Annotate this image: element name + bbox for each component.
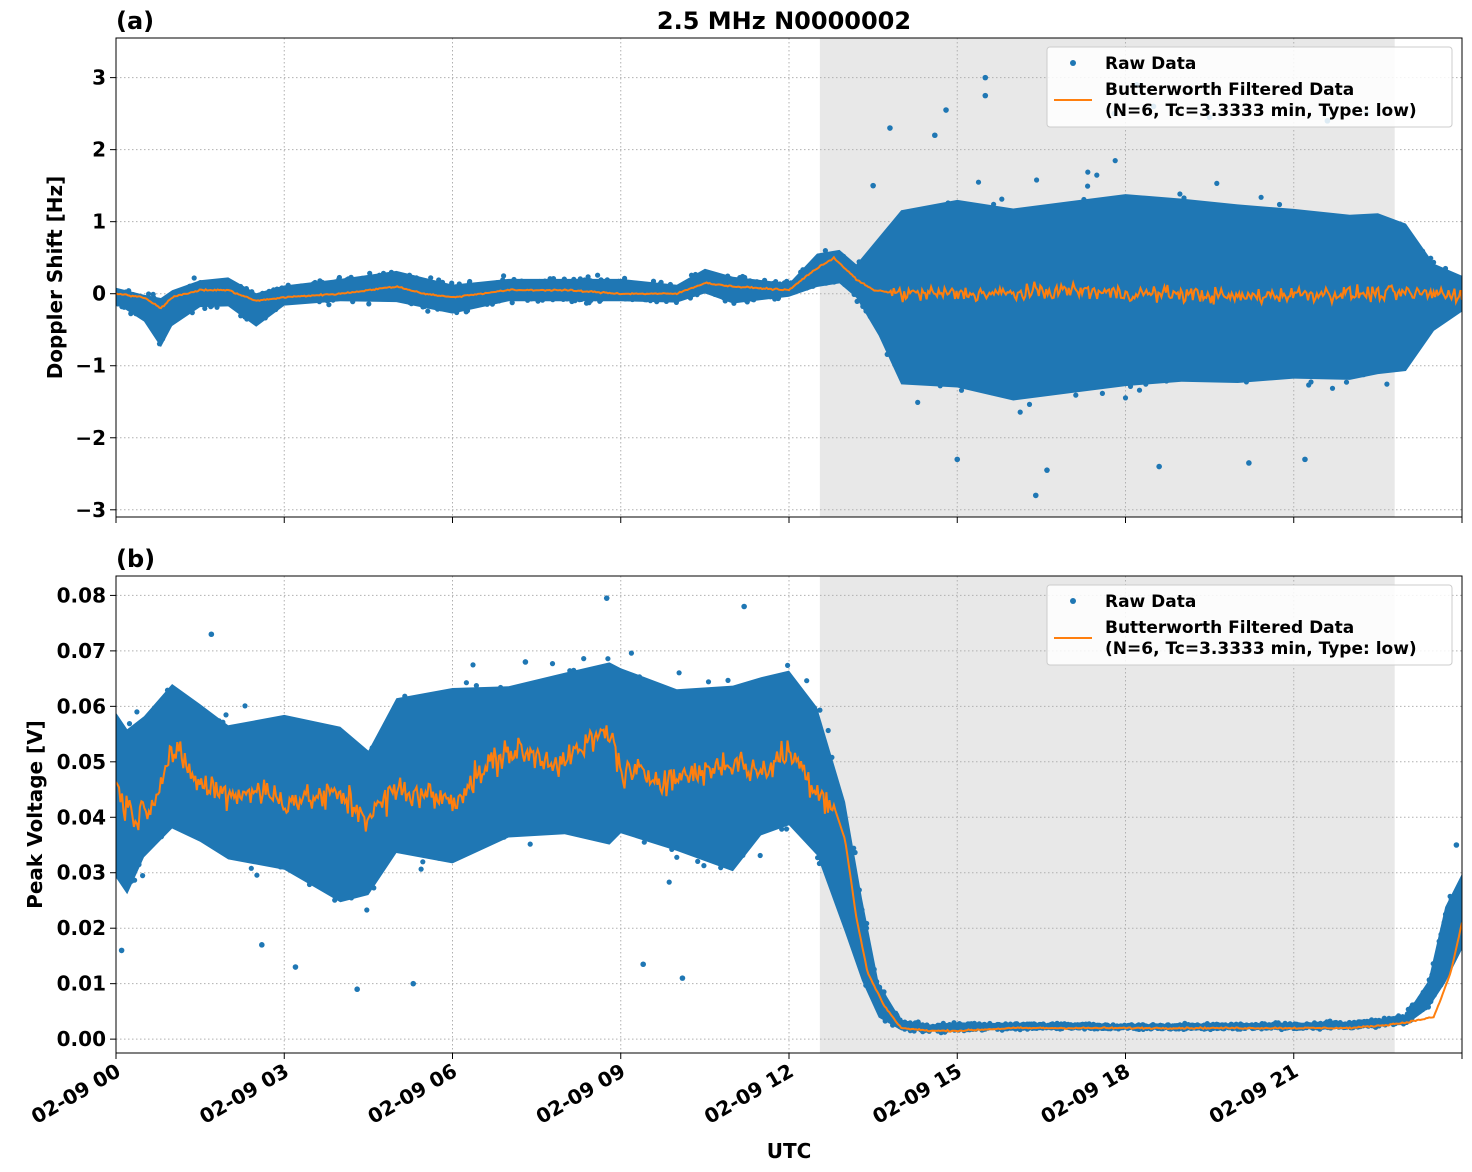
y-axis-label: Doppler Shift [Hz]	[43, 176, 67, 380]
y-tick-label: 3	[92, 66, 106, 90]
y-tick-label: −1	[75, 354, 106, 378]
raw-data-outlier	[1302, 456, 1308, 463]
raw-data-point	[999, 196, 1005, 202]
filtered-line	[116, 255, 1462, 310]
panel-a: 3 2 1 0 −1 −2 −3 Doppler Shift [Hz] (a) Raw Data B…	[43, 7, 1463, 523]
raw-data-outlier	[982, 92, 989, 99]
y-tick-label: −2	[75, 426, 106, 450]
legend-raw-label: Raw Data	[1105, 54, 1196, 74]
raw-data-point	[1073, 392, 1079, 398]
raw-data-outlier	[887, 125, 893, 131]
raw-data-point	[958, 387, 965, 393]
raw-data-point	[705, 679, 712, 685]
raw-data-point	[1276, 201, 1283, 208]
raw-data-point	[676, 670, 682, 676]
raw-data-point	[822, 248, 829, 254]
raw-data-point	[1329, 385, 1336, 391]
panel-b: 0.080.070.060.050.040.030.020.010.0002-0…	[23, 545, 1463, 1129]
raw-data-point	[1384, 381, 1390, 387]
y-tick-label: 2	[92, 138, 106, 162]
legend-filtered-label: Butterworth Filtered Data	[1105, 80, 1354, 100]
raw-data-point	[701, 863, 707, 869]
y-tick-label: 0	[92, 282, 106, 306]
raw-data-point	[695, 858, 701, 865]
raw-data-outlier	[943, 107, 949, 113]
raw-data-point	[501, 273, 507, 279]
raw-data-point	[1112, 158, 1118, 164]
raw-data-outlier	[1246, 460, 1252, 466]
raw-data-point	[595, 272, 601, 278]
panel-label: (a)	[116, 7, 154, 35]
raw-data-outlier	[1032, 492, 1039, 499]
raw-data-point	[975, 179, 982, 185]
raw-data-point	[1177, 191, 1183, 197]
raw-data-outlier	[1156, 463, 1162, 470]
legend: Raw Data Butterworth Filtered Data(N=6, T…	[1046, 46, 1453, 128]
raw-data-point	[191, 275, 197, 281]
raw-data-point	[1026, 401, 1033, 407]
raw-data-point	[1034, 177, 1040, 183]
legend-raw-marker	[1070, 60, 1076, 66]
raw-data-point	[1258, 194, 1264, 200]
raw-data-point	[1136, 387, 1143, 393]
raw-data-outlier	[870, 182, 876, 189]
raw-data-point	[366, 301, 372, 307]
raw-data-point	[1017, 409, 1023, 415]
raw-data-point	[326, 302, 332, 308]
raw-data-point	[1099, 390, 1105, 396]
raw-data-outlier	[1044, 467, 1050, 473]
raw-data-outlier	[982, 74, 989, 81]
raw-data-outlier	[954, 456, 961, 463]
y-tick-label: 1	[92, 210, 106, 234]
raw-data-point	[202, 305, 208, 311]
raw-data-point	[1306, 382, 1312, 388]
y-tick-label: −3	[75, 498, 106, 522]
raw-data-point	[1094, 172, 1100, 178]
legend-filtered-params: (N=6, Tc=3.3333 min, Type: low)	[1105, 101, 1417, 121]
raw-data-point	[1122, 395, 1129, 401]
raw-data-point	[146, 291, 152, 297]
raw-data-point	[425, 308, 431, 314]
raw-data-point	[1085, 183, 1091, 189]
raw-data-point	[248, 865, 254, 871]
raw-data-core	[116, 194, 1462, 401]
raw-data-point	[1214, 180, 1220, 186]
raw-data-outlier	[932, 132, 938, 139]
legend-box	[1046, 46, 1453, 128]
raw-data-point	[585, 274, 591, 280]
raw-data-point	[1085, 169, 1091, 175]
raw-data-point	[1343, 379, 1350, 385]
figure-title: 2.5 MHz N0000002	[657, 7, 911, 35]
raw-data-point	[915, 399, 921, 405]
